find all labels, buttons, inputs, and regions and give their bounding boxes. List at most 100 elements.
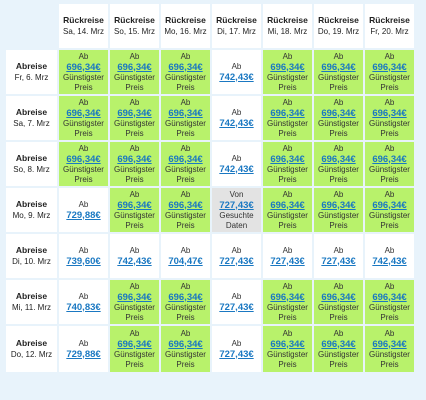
price-cell[interactable]: Ab 696,34€ Günstigster Preis bbox=[314, 188, 363, 232]
price-link[interactable]: 727,43€ bbox=[321, 255, 356, 267]
price-cell[interactable]: Ab 696,34€ Günstigster Preis bbox=[161, 326, 210, 372]
price-cell[interactable]: Ab 696,34€ Günstigster Preis bbox=[365, 142, 414, 186]
price-cell[interactable]: Ab 696,34€ Günstigster Preis bbox=[314, 142, 363, 186]
price-cell[interactable]: Ab 696,34€ Günstigster Preis bbox=[314, 280, 363, 324]
price-link[interactable]: 696,34€ bbox=[270, 107, 305, 119]
price-cell[interactable]: Ab 742,43€ bbox=[212, 50, 261, 94]
price-cell[interactable]: Ab 696,34€ Günstigster Preis bbox=[110, 142, 159, 186]
price-prefix: Ab bbox=[333, 328, 344, 338]
price-cell[interactable]: Ab 739,60€ bbox=[59, 234, 108, 278]
price-note: Günstigster Preis bbox=[114, 210, 155, 230]
price-cell[interactable]: Ab 696,34€ Günstigster Preis bbox=[263, 280, 312, 324]
price-link[interactable]: 696,34€ bbox=[321, 338, 356, 350]
price-link[interactable]: 727,43€ bbox=[219, 255, 254, 267]
price-link[interactable]: 696,34€ bbox=[168, 338, 203, 350]
price-link[interactable]: 696,34€ bbox=[117, 291, 152, 303]
price-link[interactable]: 696,34€ bbox=[270, 61, 305, 73]
price-cell[interactable]: Ab 696,34€ Günstigster Preis bbox=[263, 50, 312, 94]
price-cell[interactable]: Ab 696,34€ Günstigster Preis bbox=[161, 96, 210, 140]
price-cell[interactable]: Ab 696,34€ Günstigster Preis bbox=[263, 142, 312, 186]
price-link[interactable]: 696,34€ bbox=[321, 107, 356, 119]
price-cell[interactable]: Ab 696,34€ Günstigster Preis bbox=[365, 188, 414, 232]
price-link[interactable]: 742,43€ bbox=[219, 163, 254, 175]
price-link[interactable]: 696,34€ bbox=[372, 199, 407, 211]
price-link[interactable]: 696,34€ bbox=[321, 199, 356, 211]
price-link[interactable]: 727,43€ bbox=[219, 301, 254, 313]
price-cell[interactable]: Ab 696,34€ Günstigster Preis bbox=[110, 326, 159, 372]
price-cell[interactable]: Ab 696,34€ Günstigster Preis bbox=[110, 188, 159, 232]
price-link[interactable]: 696,34€ bbox=[372, 61, 407, 73]
price-cell[interactable]: Ab 696,34€ Günstigster Preis bbox=[59, 50, 108, 94]
price-link[interactable]: 696,34€ bbox=[66, 107, 101, 119]
price-link[interactable]: 696,34€ bbox=[117, 199, 152, 211]
price-link[interactable]: 696,34€ bbox=[270, 291, 305, 303]
price-cell[interactable]: Ab 696,34€ Günstigster Preis bbox=[314, 326, 363, 372]
price-cell[interactable]: Ab 696,34€ Günstigster Preis bbox=[365, 280, 414, 324]
price-link[interactable]: 696,34€ bbox=[372, 107, 407, 119]
price-link[interactable]: 696,34€ bbox=[270, 199, 305, 211]
price-link[interactable]: 704,47€ bbox=[168, 255, 203, 267]
price-cell[interactable]: Ab 727,43€ bbox=[212, 234, 261, 278]
price-link[interactable]: 696,34€ bbox=[321, 61, 356, 73]
price-link[interactable]: 696,34€ bbox=[117, 153, 152, 165]
price-link[interactable]: 696,34€ bbox=[66, 61, 101, 73]
price-link[interactable]: 696,34€ bbox=[168, 61, 203, 73]
price-cell[interactable]: Ab 696,34€ Günstigster Preis bbox=[110, 96, 159, 140]
price-link[interactable]: 696,34€ bbox=[117, 61, 152, 73]
price-cell[interactable]: Ab 742,43€ bbox=[212, 96, 261, 140]
price-link[interactable]: 696,34€ bbox=[66, 153, 101, 165]
price-cell[interactable]: Ab 742,43€ bbox=[365, 234, 414, 278]
price-link[interactable]: 696,34€ bbox=[270, 153, 305, 165]
price-link[interactable]: 696,34€ bbox=[270, 338, 305, 350]
price-link[interactable]: 740,83€ bbox=[66, 301, 101, 313]
price-link[interactable]: 696,34€ bbox=[168, 199, 203, 211]
price-cell[interactable]: Ab 727,43€ bbox=[212, 326, 261, 372]
price-cell[interactable]: Ab 696,34€ Günstigster Preis bbox=[161, 280, 210, 324]
price-cell[interactable]: Ab 740,83€ bbox=[59, 280, 108, 324]
price-cell[interactable]: Ab 696,34€ Günstigster Preis bbox=[161, 50, 210, 94]
price-link[interactable]: 696,34€ bbox=[372, 338, 407, 350]
price-link[interactable]: 729,88€ bbox=[66, 209, 101, 221]
price-link[interactable]: 696,34€ bbox=[168, 153, 203, 165]
price-link[interactable]: 696,34€ bbox=[168, 291, 203, 303]
price-link[interactable]: 696,34€ bbox=[117, 107, 152, 119]
price-cell[interactable]: Ab 727,43€ bbox=[263, 234, 312, 278]
price-cell[interactable]: Ab 742,43€ bbox=[110, 234, 159, 278]
price-cell[interactable]: Ab 696,34€ Günstigster Preis bbox=[263, 326, 312, 372]
price-cell[interactable]: Ab 696,34€ Günstigster Preis bbox=[365, 326, 414, 372]
price-link[interactable]: 696,34€ bbox=[117, 338, 152, 350]
price-cell[interactable]: Ab 696,34€ Günstigster Preis bbox=[161, 188, 210, 232]
price-link[interactable]: 696,34€ bbox=[372, 291, 407, 303]
price-cell[interactable]: Ab 696,34€ Günstigster Preis bbox=[59, 142, 108, 186]
price-cell[interactable]: Ab 696,34€ Günstigster Preis bbox=[263, 188, 312, 232]
price-cell[interactable]: Ab 696,34€ Günstigster Preis bbox=[263, 96, 312, 140]
price-cell[interactable]: Ab 696,34€ Günstigster Preis bbox=[110, 50, 159, 94]
price-link[interactable]: 739,60€ bbox=[66, 255, 101, 267]
price-link[interactable]: 727,43€ bbox=[219, 348, 254, 360]
price-link[interactable]: 727,43€ bbox=[219, 199, 254, 211]
price-link[interactable]: 696,34€ bbox=[168, 107, 203, 119]
price-link[interactable]: 742,43€ bbox=[219, 117, 254, 129]
price-cell[interactable]: Ab 696,34€ Günstigster Preis bbox=[314, 50, 363, 94]
price-link[interactable]: 742,43€ bbox=[372, 255, 407, 267]
price-cell[interactable]: Von 727,43€ Gesuchte Daten bbox=[212, 188, 261, 232]
price-link[interactable]: 742,43€ bbox=[219, 71, 254, 83]
price-link[interactable]: 742,43€ bbox=[117, 255, 152, 267]
price-cell[interactable]: Ab 704,47€ bbox=[161, 234, 210, 278]
price-cell[interactable]: Ab 727,43€ bbox=[212, 280, 261, 324]
price-cell[interactable]: Ab 729,88€ bbox=[59, 188, 108, 232]
price-cell[interactable]: Ab 696,34€ Günstigster Preis bbox=[365, 50, 414, 94]
price-cell[interactable]: Ab 696,34€ Günstigster Preis bbox=[314, 96, 363, 140]
price-link[interactable]: 696,34€ bbox=[372, 153, 407, 165]
price-link[interactable]: 729,88€ bbox=[66, 348, 101, 360]
price-cell[interactable]: Ab 696,34€ Günstigster Preis bbox=[110, 280, 159, 324]
price-cell[interactable]: Ab 696,34€ Günstigster Preis bbox=[161, 142, 210, 186]
price-cell[interactable]: Ab 727,43€ bbox=[314, 234, 363, 278]
price-link[interactable]: 727,43€ bbox=[270, 255, 305, 267]
price-cell[interactable]: Ab 742,43€ bbox=[212, 142, 261, 186]
price-cell[interactable]: Ab 696,34€ Günstigster Preis bbox=[365, 96, 414, 140]
price-cell[interactable]: Ab 696,34€ Günstigster Preis bbox=[59, 96, 108, 140]
price-cell[interactable]: Ab 729,88€ bbox=[59, 326, 108, 372]
price-link[interactable]: 696,34€ bbox=[321, 291, 356, 303]
price-link[interactable]: 696,34€ bbox=[321, 153, 356, 165]
